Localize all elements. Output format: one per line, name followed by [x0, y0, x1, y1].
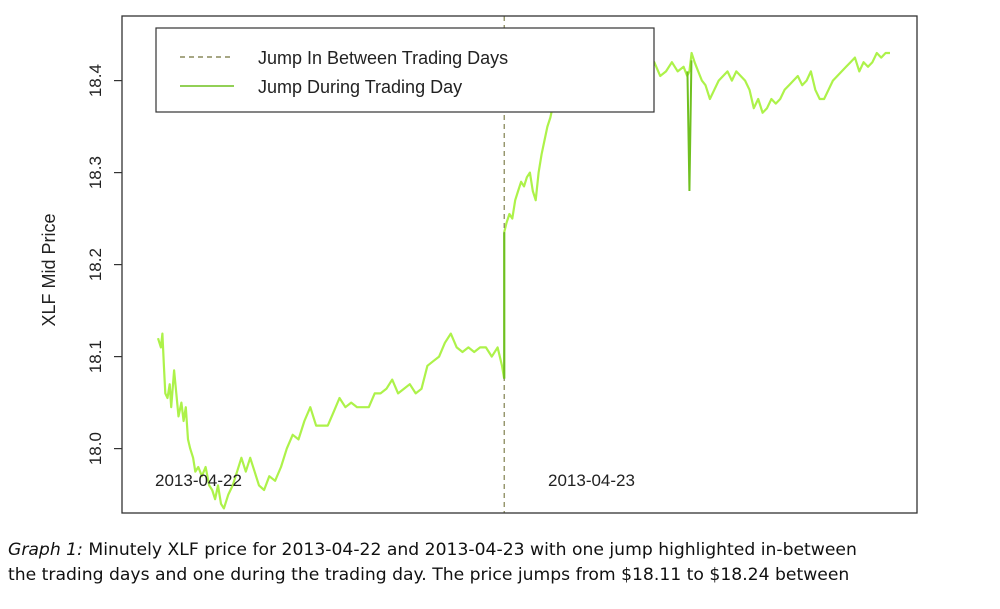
caption-line-2: the trading days and one during the trad…: [8, 565, 850, 585]
y-axis-label: XLF Mid Price: [39, 213, 59, 326]
legend-label-between-days: Jump In Between Trading Days: [258, 48, 508, 68]
y-tick-label: 18.3: [86, 156, 105, 189]
day-labels: 2013-04-22 2013-04-23: [155, 471, 635, 490]
figure-caption: Graph 1: Minutely XLF price for 2013-04-…: [8, 538, 993, 588]
y-tick-label: 18.4: [86, 64, 105, 97]
price-line-day-1: [156, 332, 506, 510]
legend-label-during-day: Jump During Trading Day: [258, 77, 462, 97]
caption-line-1: Graph 1: Minutely XLF price for 2013-04-…: [8, 538, 993, 563]
during-day-jump-spike: [686, 60, 693, 192]
y-axis: 18.0 18.1 18.2 18.3 18.4: [86, 64, 122, 465]
caption-graph-label: Graph 1:: [8, 540, 83, 560]
xlf-price-chart: 18.0 18.1 18.2 18.3 18.4 XLF Mid Price 2013-…: [39, 15, 918, 514]
legend: Jump In Between Trading Days Jump During…: [155, 27, 655, 113]
legend-box: [155, 27, 655, 113]
day-label-2: 2013-04-23: [548, 471, 635, 490]
price-line-day-2: [503, 51, 890, 233]
day-label-1: 2013-04-22: [155, 471, 242, 490]
y-tick-label: 18.0: [86, 432, 105, 465]
caption-line-1-text: Minutely XLF price for 2013-04-22 and 20…: [82, 540, 857, 560]
price-series-layer: [156, 51, 890, 510]
y-tick-label: 18.1: [86, 340, 105, 373]
y-tick-label: 18.2: [86, 248, 105, 281]
